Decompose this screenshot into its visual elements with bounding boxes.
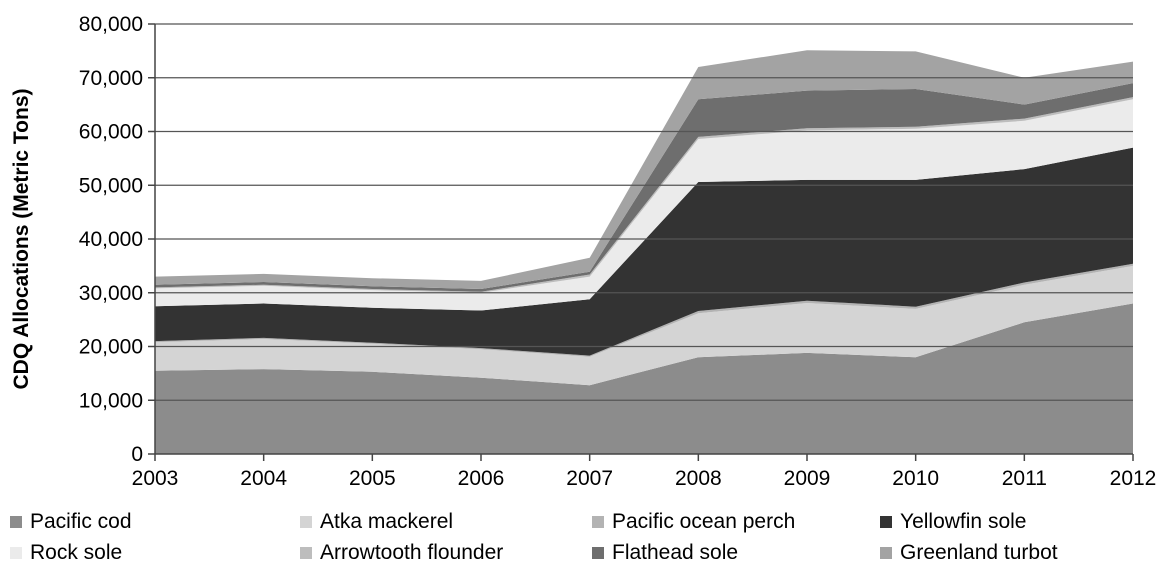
x-tick-label: 2005 — [349, 467, 396, 490]
chart-plot: 0 10,000 20,000 30,000 40,000 50,000 60,000 70,… — [10, 13, 1157, 490]
x-tick-label: 2010 — [892, 467, 939, 490]
y-tick-label: 80,000 — [79, 13, 143, 36]
area-arrowtooth-flounder — [155, 97, 1133, 293]
area-flathead-sole — [155, 83, 1133, 292]
legend-item: Yellowfin sole — [880, 510, 1026, 534]
area-pacific-cod — [155, 303, 1133, 454]
legend-label: Pacific ocean perch — [612, 510, 796, 533]
x-tick-label: 2004 — [240, 467, 287, 490]
area-yellowfin-sole — [155, 147, 1133, 356]
areas-layer — [155, 50, 1133, 454]
x-tick-label: 2003 — [132, 467, 179, 490]
legend: Pacific cod Atka mackerel Pacific ocean pe… — [0, 507, 1166, 569]
legend-swatch — [880, 516, 892, 528]
legend-item: Atka mackerel — [300, 510, 453, 534]
legend-swatch — [592, 547, 604, 559]
legend-swatch — [880, 547, 892, 559]
legend-item: Pacific ocean perch — [592, 510, 795, 534]
y-tick-label: 40,000 — [79, 228, 143, 251]
x-tick-label: 2008 — [675, 467, 722, 490]
x-tick-label: 2011 — [1002, 467, 1047, 490]
y-tick-label: 20,000 — [79, 336, 143, 359]
y-tick-label: 10,000 — [79, 389, 143, 412]
legend-label: Atka mackerel — [320, 510, 454, 533]
legend-item: Pacific cod — [10, 510, 132, 534]
legend-swatch — [10, 516, 22, 528]
legend-swatch — [300, 516, 312, 528]
legend-label: Greenland turbot — [900, 541, 1058, 564]
x-tick-label: 2012 — [1110, 467, 1157, 490]
legend-item: Rock sole — [10, 541, 122, 565]
y-tick-label: 50,000 — [79, 174, 143, 197]
legend-item: Greenland turbot — [880, 541, 1058, 565]
legend-label: Yellowfin sole — [900, 510, 1027, 533]
area-atka-mackerel — [155, 265, 1133, 386]
y-tick-label: 70,000 — [79, 67, 143, 90]
grid-layer — [155, 23, 1133, 401]
y-tick-label: 0 — [131, 443, 143, 466]
x-tick-label: 2006 — [458, 467, 505, 490]
legend-swatch — [300, 547, 312, 559]
legend-swatch — [592, 516, 604, 528]
legend-label: Rock sole — [30, 541, 123, 564]
legend-label: Arrowtooth flounder — [320, 541, 504, 564]
x-tick-label: 2009 — [784, 467, 831, 490]
y-tick-label: 30,000 — [79, 282, 143, 305]
x-tick-label: 2007 — [566, 467, 613, 490]
y-axis-label: CDQ Allocations (Metric Tons) — [10, 88, 33, 389]
legend-swatch — [10, 547, 22, 559]
legend-item: Arrowtooth flounder — [300, 541, 503, 565]
legend-item: Flathead sole — [592, 541, 738, 565]
axis-layer: 0 10,000 20,000 30,000 40,000 50,000 60,000 70,… — [79, 13, 1157, 490]
area-greenland-turbot — [155, 50, 1133, 289]
y-tick-label: 60,000 — [79, 121, 143, 144]
legend-label: Pacific cod — [30, 510, 132, 533]
legend-label: Flathead sole — [612, 541, 739, 564]
area-rock-sole — [155, 99, 1133, 311]
